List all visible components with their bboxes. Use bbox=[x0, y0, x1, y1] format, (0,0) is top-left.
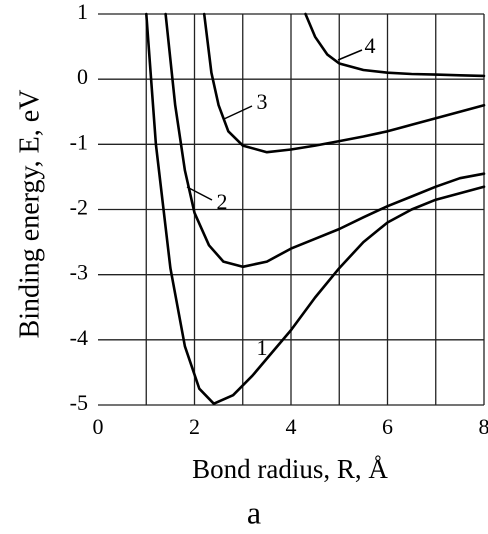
x-tick-label: 6 bbox=[382, 414, 393, 439]
leader-line bbox=[186, 186, 213, 201]
x-tick-label: 0 bbox=[93, 414, 104, 439]
y-tick-label: 1 bbox=[77, 0, 88, 24]
leader-line bbox=[337, 49, 363, 61]
curve bbox=[304, 12, 486, 78]
curve-label: 1 bbox=[257, 335, 268, 360]
curve bbox=[164, 12, 486, 269]
x-axis-label: Bond radius, R, Å bbox=[192, 454, 388, 484]
y-tick-label: -5 bbox=[70, 390, 88, 415]
curve-label: 4 bbox=[365, 33, 376, 58]
curve-label: 3 bbox=[257, 89, 268, 114]
curve bbox=[145, 12, 486, 405]
caption: a bbox=[247, 494, 261, 530]
y-tick-label: -4 bbox=[70, 325, 88, 350]
y-tick-label: -2 bbox=[70, 195, 88, 220]
y-tick-label: -3 bbox=[70, 260, 88, 285]
leader-line bbox=[223, 105, 253, 120]
y-tick-label: -1 bbox=[70, 129, 88, 154]
x-tick-label: 2 bbox=[189, 414, 200, 439]
x-tick-label: 4 bbox=[286, 414, 297, 439]
x-tick-label: 8 bbox=[479, 414, 488, 439]
y-axis-label: Binding energy, E, eV bbox=[14, 90, 45, 339]
curve-label: 2 bbox=[217, 189, 228, 214]
y-tick-label: 0 bbox=[77, 64, 88, 89]
curve bbox=[202, 12, 486, 154]
